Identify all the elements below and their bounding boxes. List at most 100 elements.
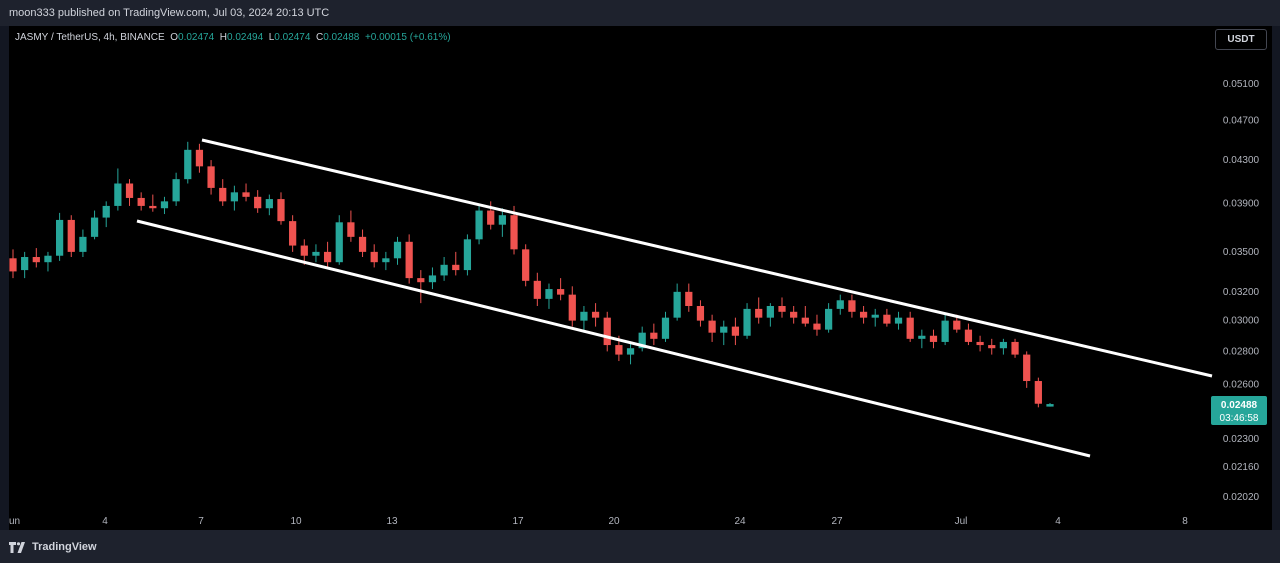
candle-body xyxy=(487,210,495,225)
lower-channel-line[interactable] xyxy=(136,219,1091,458)
candle-body xyxy=(195,149,204,167)
tradingview-logo[interactable]: TradingView xyxy=(9,541,97,553)
candle-body xyxy=(90,217,99,237)
change-value: +0.00015 (+0.61%) xyxy=(364,32,451,43)
candle xyxy=(964,323,973,346)
candle xyxy=(289,215,297,252)
candle xyxy=(743,303,751,339)
candle-body xyxy=(1023,354,1031,382)
candle xyxy=(638,326,646,352)
candle-body xyxy=(393,241,402,259)
candle-body xyxy=(988,345,996,349)
price-axis[interactable]: 0.05100 0.04700 0.04300 0.03900 0.03500 0.032… xyxy=(1223,79,1260,503)
symbol-label[interactable]: JASMY / TetherUS, 4h, BINANCE xyxy=(15,32,165,43)
candle xyxy=(720,320,728,346)
candle xyxy=(696,300,705,327)
x-tick-label: 7 xyxy=(198,516,204,527)
candle xyxy=(184,141,192,184)
candle xyxy=(591,303,600,327)
top-bar: moon333 published on TradingView.com, Ju… xyxy=(0,0,1280,26)
candle-body xyxy=(160,201,169,209)
candle xyxy=(172,172,180,206)
candle-body xyxy=(428,275,437,283)
candle xyxy=(568,286,576,327)
candle xyxy=(90,210,99,240)
candlestick-chart[interactable]: 0.05100 0.04700 0.04300 0.03900 0.03500 0.032… xyxy=(9,26,1272,530)
candle-body xyxy=(591,311,600,318)
candle-body xyxy=(137,197,145,206)
x-tick-label: 27 xyxy=(831,516,843,527)
candle xyxy=(440,257,448,281)
candle xyxy=(219,179,227,206)
candle-body xyxy=(929,335,938,342)
candle xyxy=(580,306,588,333)
trendlines[interactable] xyxy=(136,138,1213,458)
candle-body xyxy=(603,317,611,346)
candle xyxy=(859,306,868,324)
candle-body xyxy=(859,311,868,318)
candle xyxy=(626,341,635,365)
high-label: H xyxy=(219,32,227,43)
y-tick-label: 0.02160 xyxy=(1223,462,1260,473)
candle-body xyxy=(277,199,285,222)
candle xyxy=(149,194,157,212)
candle xyxy=(545,283,553,309)
candle-body xyxy=(580,311,588,321)
candle xyxy=(522,244,530,287)
candle xyxy=(277,192,285,225)
candle xyxy=(21,251,29,279)
candle-body xyxy=(347,222,355,237)
candle-body xyxy=(720,326,728,333)
upper-channel-line[interactable] xyxy=(201,138,1213,378)
candle-body xyxy=(568,294,576,321)
last-price-value: 0.02488 xyxy=(1221,400,1258,411)
close-label: C xyxy=(315,32,324,43)
candle-body xyxy=(743,308,751,336)
candle-body xyxy=(312,251,320,256)
candle xyxy=(650,323,658,346)
candle xyxy=(673,283,681,321)
y-tick-label: 0.03500 xyxy=(1223,247,1260,258)
candle-body xyxy=(533,280,541,299)
candle-body xyxy=(463,239,472,271)
x-tick-label: 10 xyxy=(290,516,302,527)
candle xyxy=(417,270,425,304)
candle xyxy=(242,183,250,202)
currency-unit-button[interactable]: USDT xyxy=(1215,29,1267,50)
candle-body xyxy=(906,317,914,339)
candle-body xyxy=(871,314,879,318)
candle-body xyxy=(650,332,658,339)
candle xyxy=(661,311,670,342)
candle-body xyxy=(382,258,390,263)
candle xyxy=(1046,403,1054,407)
y-tick-label: 0.02800 xyxy=(1223,346,1260,357)
last-price-label: 0.02488 03:46:58 xyxy=(1211,396,1267,425)
candle-body xyxy=(102,205,110,218)
candle xyxy=(685,283,693,312)
high-value: 0.02494 xyxy=(226,32,264,43)
chart-panel[interactable]: 0.05100 0.04700 0.04300 0.03900 0.03500 0.032… xyxy=(9,26,1272,530)
candle xyxy=(1011,338,1019,358)
time-axis[interactable]: un 4 7 10 13 17 20 24 27 Jul 4 8 xyxy=(9,516,1188,527)
last-price-countdown: 03:46:58 xyxy=(1220,413,1259,424)
candle-body xyxy=(300,245,308,256)
open-label: O xyxy=(170,32,179,43)
candle xyxy=(999,338,1008,355)
candle xyxy=(67,215,75,258)
candle xyxy=(778,297,786,318)
candle-body xyxy=(230,192,238,202)
candle-body xyxy=(941,320,949,342)
candle xyxy=(836,294,844,315)
low-value: 0.02474 xyxy=(274,32,311,43)
candle xyxy=(300,239,308,265)
candle-body xyxy=(638,332,646,349)
candle xyxy=(312,244,320,263)
candle xyxy=(894,311,903,330)
candle-body xyxy=(696,306,705,321)
candle xyxy=(790,306,798,324)
candle xyxy=(428,267,437,290)
last-price-bg xyxy=(1211,396,1267,425)
candle-body xyxy=(953,320,961,330)
candle-body xyxy=(801,317,809,324)
candle xyxy=(79,229,87,258)
